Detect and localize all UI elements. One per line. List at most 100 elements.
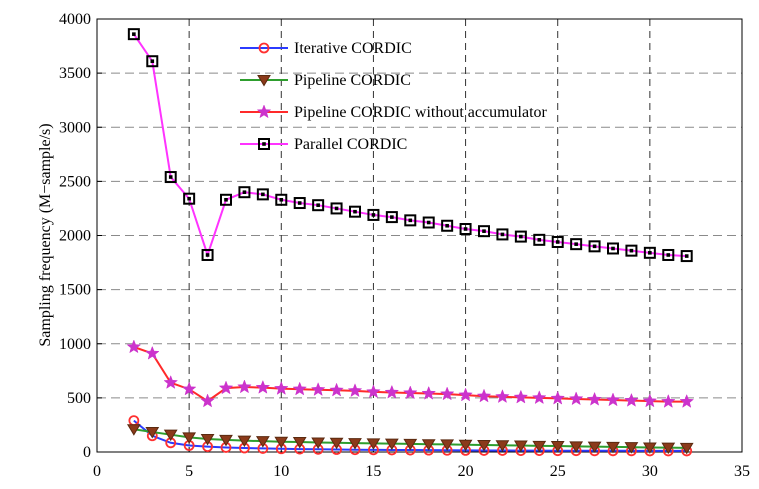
- marker-outer: [349, 205, 361, 218]
- marker-inner: [684, 254, 689, 258]
- series-4-line: [133, 33, 687, 259]
- series-4-point: [367, 208, 380, 221]
- y-tick-label: 3500: [59, 65, 91, 82]
- series-2-point: [569, 441, 584, 453]
- marker-inner: [316, 203, 320, 207]
- x-tick-label: 15: [365, 463, 381, 480]
- series-4-point: [496, 228, 509, 241]
- series-3-point: [679, 393, 695, 408]
- series-4-point: [570, 238, 583, 251]
- series-4-point: [680, 250, 693, 263]
- series-4-point: [385, 211, 398, 224]
- series-4-point: [349, 205, 361, 218]
- series-3-point: [126, 339, 142, 354]
- series-3-point: [642, 393, 658, 408]
- marker-inner: [592, 244, 597, 249]
- y-tick-label: 1500: [59, 282, 91, 299]
- series-2-point: [255, 436, 270, 448]
- series-4-point: [127, 28, 140, 41]
- y-tick-label: 500: [67, 390, 91, 407]
- series-4-point: [441, 219, 454, 232]
- marker-inner: [445, 223, 449, 228]
- series-4-point: [183, 192, 196, 205]
- series-3-point: [218, 380, 234, 395]
- marker-outer: [330, 202, 343, 215]
- series-4-point: [238, 186, 251, 199]
- series-3-point: [439, 386, 455, 401]
- marker-outer: [662, 248, 675, 261]
- series-2-point: [495, 440, 510, 452]
- marker-outer: [404, 214, 417, 227]
- x-tick-label: 25: [550, 463, 566, 480]
- series-4-point: [201, 248, 214, 261]
- marker-outer: [164, 171, 177, 184]
- series-4-point: [293, 197, 306, 210]
- x-tick-label: 35: [734, 463, 750, 480]
- legend-label: Pipeline CORDIC: [294, 72, 411, 89]
- series-2-point: [182, 432, 197, 444]
- legend-item-2: Pipeline CORDIC: [240, 72, 411, 89]
- series-2-point: [458, 439, 473, 452]
- marker-inner: [648, 251, 652, 255]
- series-2-point: [163, 429, 178, 442]
- series-2-point: [274, 436, 289, 449]
- series-1-point: [128, 415, 140, 427]
- series-3-point: [624, 392, 639, 407]
- grid: [97, 19, 742, 452]
- series-2-point: [421, 439, 436, 451]
- marker-inner: [463, 227, 468, 231]
- series-2-point: [145, 426, 160, 439]
- series-3-point: [550, 390, 566, 405]
- legend: Iterative CORDIC Pipeline CORDIC Pipeline …: [240, 40, 548, 153]
- series-2-point: [587, 441, 602, 454]
- marker-inner: [168, 175, 173, 179]
- series-2-point: [403, 438, 418, 451]
- series-2-point: [200, 434, 215, 446]
- series-3: [126, 339, 695, 408]
- series-2-point: [679, 442, 694, 455]
- series-4-point: [330, 202, 343, 215]
- series-4-point: [220, 193, 232, 206]
- series-3-point: [587, 391, 602, 406]
- series-3-point: [458, 387, 473, 402]
- series-3-point: [476, 388, 492, 403]
- marker-outer: [201, 248, 214, 261]
- series-3-point: [660, 393, 676, 408]
- marker-inner: [629, 248, 634, 253]
- series-4-point: [588, 240, 601, 253]
- marker-outer: [441, 219, 454, 232]
- marker-inner: [242, 190, 247, 194]
- marker-inner: [666, 253, 671, 257]
- series-2-point: [237, 435, 252, 448]
- series-3-point: [292, 381, 308, 396]
- y-tick-label: 3000: [59, 119, 91, 136]
- marker-inner: [353, 209, 357, 214]
- legend-marker: [258, 42, 270, 54]
- series-4-point: [625, 244, 638, 257]
- series-2-point: [550, 441, 565, 453]
- series-4-point: [459, 223, 472, 236]
- marker-outer: [385, 211, 398, 224]
- marker-inner: [537, 238, 542, 242]
- marker-outer: [312, 199, 325, 212]
- marker-inner: [482, 229, 486, 233]
- legend-label: Iterative CORDIC: [294, 40, 412, 57]
- series-2-point: [348, 438, 362, 450]
- series-3-point: [568, 391, 584, 406]
- marker-inner: [224, 197, 228, 202]
- marker-inner: [261, 192, 265, 197]
- series-3-point: [255, 379, 271, 394]
- series-3-point: [366, 384, 381, 399]
- marker-inner: [555, 240, 560, 244]
- series-3-point: [163, 375, 179, 389]
- marker-inner: [187, 196, 191, 201]
- marker-outer: [220, 193, 232, 206]
- marker-outer: [680, 250, 693, 263]
- marker-inner: [262, 142, 266, 146]
- marker-inner: [150, 59, 155, 64]
- series-3-point: [310, 382, 326, 396]
- series-2: [126, 424, 694, 455]
- marker-outer: [293, 197, 306, 210]
- series-2-point: [477, 439, 491, 452]
- series-3-point: [384, 384, 400, 399]
